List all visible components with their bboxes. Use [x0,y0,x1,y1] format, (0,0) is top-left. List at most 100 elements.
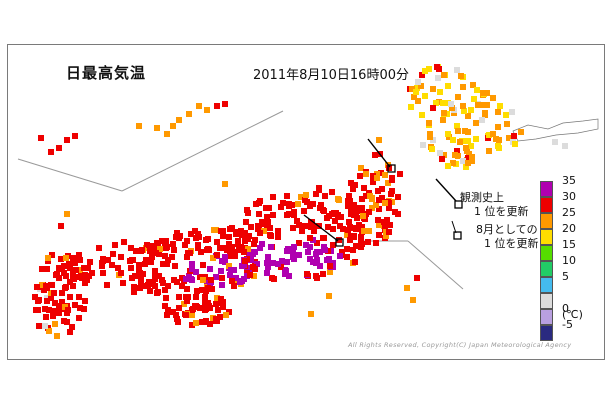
station-marker [518,129,524,135]
station-marker [440,100,446,106]
station-marker [373,240,379,246]
island-station-marker [204,107,210,113]
station-marker [352,259,358,265]
station-marker [77,305,83,311]
station-marker [184,298,190,304]
station-marker [458,73,464,79]
station-marker [291,244,297,250]
station-marker [239,263,245,269]
station-marker [227,272,233,278]
station-marker [196,234,202,240]
station-marker [397,171,403,177]
station-marker [77,267,83,273]
record-august-legend-box [453,231,462,240]
station-marker [433,100,439,106]
station-marker [233,275,239,281]
station-marker [356,222,362,228]
station-marker [193,294,199,300]
station-marker [337,253,343,259]
station-marker [193,269,199,275]
station-marker [160,280,166,286]
station-marker [344,232,350,238]
station-marker [286,273,292,279]
station-marker [375,217,381,223]
inset-line-mid [121,110,284,192]
station-marker [279,258,285,264]
station-marker [353,243,359,249]
station-marker [455,128,461,134]
station-marker [82,298,88,304]
station-marker [381,219,387,225]
station-marker [375,188,381,194]
legend-swatch [540,181,553,197]
station-marker [67,265,73,271]
station-marker [79,275,85,281]
legend-level-1: 30 [540,190,602,213]
station-marker [461,108,467,114]
station-marker [217,314,223,320]
station-marker [209,286,215,292]
station-marker [314,240,320,246]
station-marker [411,94,417,100]
station-marker [213,227,219,233]
station-marker [320,271,326,277]
station-marker [437,150,443,156]
legend-label: 0 [562,302,569,315]
station-marker [56,310,62,316]
station-marker [265,254,271,260]
station-marker [350,247,356,253]
station-marker [146,279,152,285]
record-all-time-legend-line [435,178,457,202]
station-marker [422,93,428,99]
station-marker [445,131,451,137]
station-marker [479,102,485,108]
station-marker [490,131,496,137]
station-marker [137,285,143,291]
station-marker [32,294,38,300]
station-marker [195,245,201,251]
station-marker [171,247,177,253]
station-marker [242,230,248,236]
note-august-line2: 1 位を更新 [484,237,539,250]
station-marker [144,242,150,248]
station-marker [452,152,458,158]
station-marker [325,224,331,230]
station-marker [231,249,237,255]
station-marker [245,210,251,216]
station-marker [346,219,352,225]
station-marker [386,229,392,235]
station-marker [54,271,60,277]
record-august-legend-line [451,220,457,234]
station-marker [479,117,485,123]
station-marker [226,263,232,269]
station-marker [294,218,300,224]
station-marker [149,243,155,249]
station-marker [415,98,421,104]
station-marker [370,173,376,179]
station-marker [314,257,320,263]
station-marker [198,249,204,255]
inset-line-east-diag [407,240,464,290]
station-marker [220,233,226,239]
station-marker [275,234,281,240]
station-marker [251,241,257,247]
station-marker [409,86,415,92]
legend-swatch [540,293,553,309]
station-marker [100,258,106,264]
station-marker [203,318,209,324]
station-marker [127,258,133,264]
station-marker [164,261,170,267]
station-marker [133,248,139,254]
station-marker [350,186,356,192]
station-marker [509,109,515,115]
station-marker [242,258,248,264]
station-marker [267,232,273,238]
station-marker [128,265,134,271]
station-marker [497,103,503,109]
station-marker [419,72,425,78]
record-all-time-line-kanto [303,214,339,242]
station-marker [465,155,471,161]
station-marker [372,152,378,158]
station-marker [46,307,52,313]
station-marker [87,259,93,265]
